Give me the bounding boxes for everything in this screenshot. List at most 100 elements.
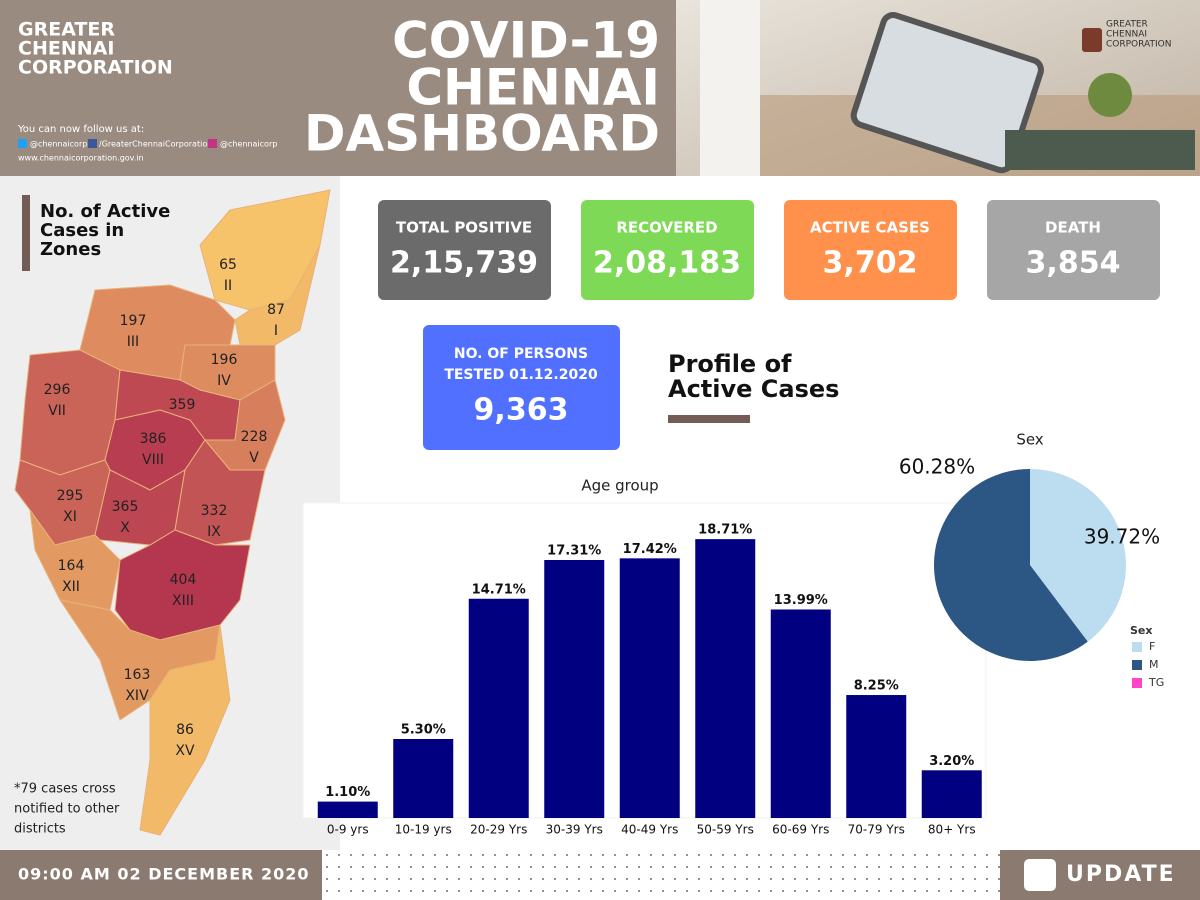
logo-emblem [1082, 28, 1102, 52]
stat-card [581, 200, 754, 300]
dashboard-title: DASHBOARD [304, 105, 660, 163]
twitter-handle: @chennaicorp [30, 140, 87, 149]
tested-label: NO. OF PERSONS [454, 346, 588, 362]
zone-name: XI [63, 509, 77, 525]
zone-area [114, 529, 251, 641]
stat-label: ACTIVE CASES [810, 219, 930, 237]
zone-name: IX [207, 524, 221, 540]
zone-name: IV [217, 373, 231, 389]
dashboard-title: COVID-19 [392, 12, 660, 70]
footer-left [0, 850, 322, 900]
bar [770, 609, 831, 818]
map-title: No. of Active [40, 201, 170, 222]
x-tick-label: 10-19 yrs [395, 823, 452, 837]
profile-title: Profile of [668, 350, 792, 378]
website: www.chennaicorporation.gov.in [18, 154, 144, 163]
bar [393, 739, 454, 818]
stat-label: DEATH [1045, 219, 1101, 237]
x-tick-label: 50-59 Yrs [697, 823, 754, 837]
legend-swatch [1132, 660, 1142, 670]
bar [846, 695, 907, 818]
photo-book [1005, 130, 1195, 170]
map-note: districts [14, 822, 66, 837]
legend-label: F [1149, 640, 1155, 653]
facebook-icon [88, 139, 97, 148]
bar-label: 17.42% [623, 542, 677, 557]
tested-value: 9,363 [474, 393, 569, 428]
chart-title: Sex [1016, 431, 1043, 449]
x-tick-label: 80+ Yrs [928, 823, 976, 837]
zone-name: XV [175, 743, 195, 759]
stat-card [378, 200, 551, 300]
bar [317, 801, 378, 818]
header-band [0, 0, 676, 176]
timestamp: 09:00 AM 02 DECEMBER 2020 [18, 865, 310, 884]
photo-tablet [850, 12, 1044, 174]
bar [619, 558, 680, 818]
update-button[interactable]: UPDATE [1066, 862, 1176, 887]
logo-text: CORPORATION [1106, 40, 1171, 50]
org-name: CORPORATION [18, 57, 173, 79]
zone-area [19, 349, 121, 476]
x-tick-label: 70-79 Yrs [848, 823, 905, 837]
photo-coat [700, 0, 760, 176]
profile-title: Active Cases [668, 375, 839, 403]
zone-cases: 163 [124, 667, 151, 683]
legend-swatch [1132, 678, 1142, 688]
bar-label: 17.31% [547, 543, 601, 558]
x-tick-label: 40-49 Yrs [621, 823, 678, 837]
chart-title: Age group [581, 477, 658, 495]
bar [468, 598, 529, 818]
x-tick-label: 60-69 Yrs [772, 823, 829, 837]
pie-slice [934, 469, 1088, 661]
stat-card [784, 200, 957, 300]
bar-label: 13.99% [774, 593, 828, 608]
x-tick-label: 20-29 Yrs [470, 823, 527, 837]
bar-label: 3.20% [929, 754, 974, 769]
stat-label: TOTAL POSITIVE [396, 219, 532, 237]
legend-label: M [1149, 658, 1159, 671]
pie-label: 39.72% [1084, 525, 1160, 549]
facebook-handle: /GreaterChennaiCorporation [99, 140, 212, 149]
stat-value: 2,08,183 [593, 246, 741, 281]
bar-label: 8.25% [854, 679, 899, 694]
bar-label: 14.71% [472, 582, 526, 597]
zone-name: XIV [125, 688, 149, 704]
zone-cases: 332 [201, 503, 228, 519]
zone-cases: 86 [176, 722, 194, 738]
instagram-handle: @chennaicorp [220, 140, 277, 149]
map-note: notified to other [14, 802, 120, 817]
zone-cases: 386 [140, 431, 167, 447]
stat-value: 3,854 [1026, 246, 1121, 281]
map-note: *79 cases cross [14, 782, 116, 797]
zone-cases: 228 [241, 429, 268, 445]
map-title-bar [22, 195, 30, 271]
tested-card [423, 325, 620, 450]
stat-label: RECOVERED [616, 219, 717, 237]
zone-name: II [224, 278, 232, 294]
zone-cases: 296 [44, 382, 71, 398]
stat-value: 3,702 [823, 246, 918, 281]
bar [921, 770, 982, 818]
zone-cases: 197 [120, 313, 147, 329]
follow-text: You can now follow us at: [17, 124, 144, 135]
zone-cases: 164 [58, 558, 85, 574]
update-icon[interactable] [1024, 859, 1056, 891]
zone-map: 65II87I197III196IV296VII359VI386VIII228V… [14, 189, 331, 836]
x-tick-label: 0-9 yrs [327, 823, 369, 837]
zone-name: X [120, 520, 130, 536]
zone-cases: 404 [170, 572, 197, 588]
pie-slice [1030, 469, 1126, 642]
bar-label: 5.30% [401, 723, 446, 738]
zone-name: V [249, 450, 259, 466]
zone-name: VIII [142, 452, 164, 468]
instagram-icon [208, 139, 217, 148]
legend-swatch [1132, 642, 1142, 652]
zone-cases: 65 [219, 257, 237, 273]
legend-title: Sex [1130, 624, 1152, 637]
legend-label: TG [1148, 676, 1164, 689]
profile-underline [668, 415, 750, 423]
bar [544, 559, 605, 818]
footer-pattern [322, 850, 1000, 900]
zone-area [139, 624, 231, 836]
